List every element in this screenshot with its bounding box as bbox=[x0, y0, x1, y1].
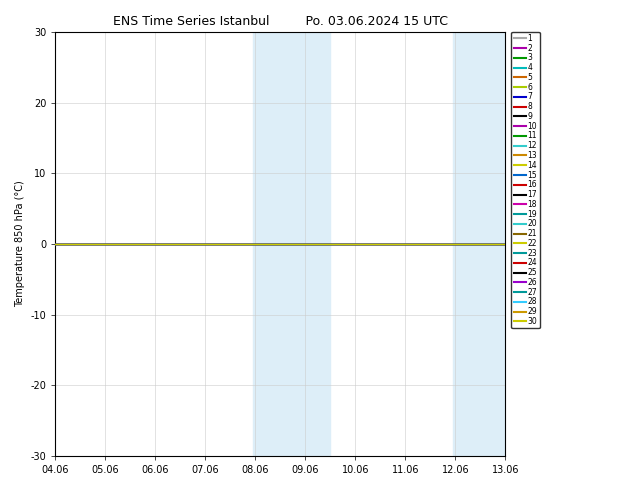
Bar bbox=[481, 32, 508, 456]
Y-axis label: Temperature 850 hPa (°C): Temperature 850 hPa (°C) bbox=[15, 181, 25, 307]
Title: ENS Time Series Istanbul         Po. 03.06.2024 15 UTC: ENS Time Series Istanbul Po. 03.06.2024 … bbox=[113, 15, 448, 28]
Bar bbox=[253, 32, 283, 456]
Bar bbox=[453, 32, 481, 456]
Legend: 1, 2, 3, 4, 5, 6, 7, 8, 9, 10, 11, 12, 13, 14, 15, 16, 17, 18, 19, 20, 21, 22, 2: 1, 2, 3, 4, 5, 6, 7, 8, 9, 10, 11, 12, 1… bbox=[512, 31, 540, 328]
Bar bbox=[283, 32, 330, 456]
